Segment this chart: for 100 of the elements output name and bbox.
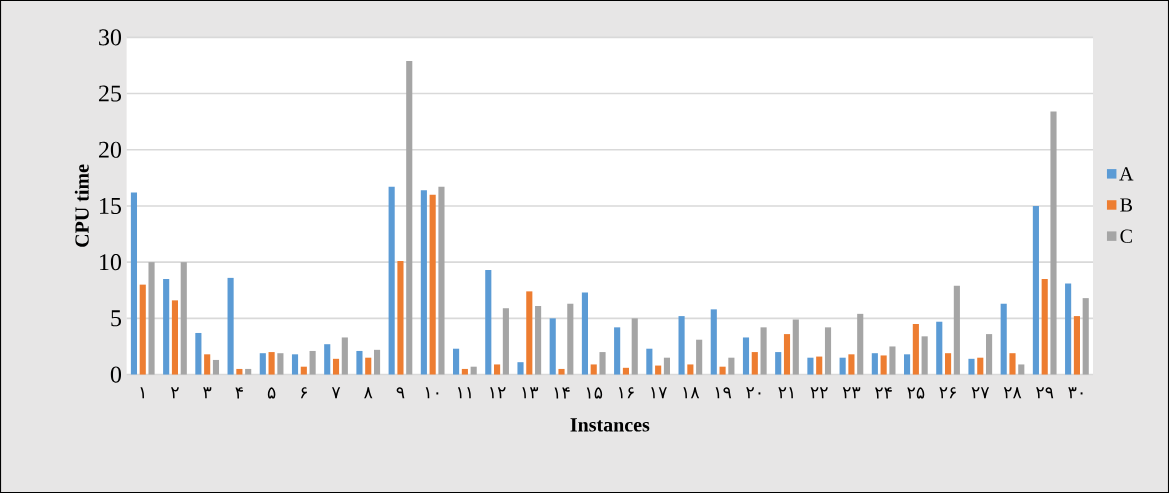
bar <box>227 277 234 375</box>
bar <box>388 186 395 375</box>
bar <box>268 351 275 375</box>
bar <box>880 355 887 375</box>
bar <box>775 351 782 375</box>
bar <box>502 308 509 375</box>
x-tick-label: ۲۳ <box>842 387 861 399</box>
bar <box>945 353 952 375</box>
x-tick-label: ۱۶ <box>619 387 634 399</box>
x-tick-label: ۹ <box>396 387 405 399</box>
bar <box>1041 278 1048 375</box>
bar <box>453 348 460 375</box>
bar <box>406 60 413 375</box>
bar <box>163 278 170 375</box>
x-tick-label: ۱۸ <box>683 387 700 399</box>
y-tick-label: 10 <box>100 253 122 271</box>
bar <box>710 309 717 375</box>
x-tick-label: ۲۸ <box>1003 387 1022 399</box>
bar <box>871 353 878 375</box>
bar <box>936 321 943 375</box>
bar <box>824 327 832 375</box>
bar <box>1009 353 1016 375</box>
x-tick-label: ۱۰ <box>425 387 439 399</box>
bar <box>139 284 146 375</box>
bar <box>816 356 823 375</box>
bar <box>130 192 138 375</box>
bar <box>291 354 299 375</box>
bar <box>581 292 588 375</box>
legend-label: A <box>1119 167 1134 181</box>
bar <box>728 357 735 375</box>
bar <box>438 186 445 375</box>
y-tick-label: 15 <box>100 197 121 214</box>
bar <box>590 364 597 375</box>
x-tick-label: ۲۶ <box>939 387 956 399</box>
x-axis-title: Instances <box>570 418 650 432</box>
bar <box>397 260 404 375</box>
bar <box>148 262 155 375</box>
bar <box>429 194 436 375</box>
bar <box>751 351 758 375</box>
x-tick-label: ۱۴ <box>554 387 570 399</box>
x-tick-label: ۱۵ <box>586 387 603 399</box>
x-tick-label: ۳ <box>203 387 212 399</box>
y-tick-label: 20 <box>98 141 122 158</box>
bar <box>332 358 340 375</box>
legend-label: B <box>1120 198 1132 212</box>
bar <box>783 334 791 375</box>
bar <box>986 334 993 375</box>
x-tick-label: ۲۹ <box>1036 387 1054 399</box>
bar <box>558 368 565 375</box>
bar <box>1082 298 1089 375</box>
bar <box>655 365 662 375</box>
bar <box>622 367 630 375</box>
bar <box>420 190 427 375</box>
bar <box>470 366 477 375</box>
bar <box>356 350 363 375</box>
x-tick-label: ۲۱ <box>778 387 793 399</box>
bar <box>1065 283 1072 375</box>
bar <box>807 357 814 375</box>
bar <box>195 332 202 375</box>
bar <box>309 350 316 375</box>
bar <box>977 357 984 375</box>
x-tick-label: ۲۴ <box>875 387 892 399</box>
bar <box>1018 364 1025 375</box>
bar <box>614 327 621 375</box>
bar <box>1032 205 1039 375</box>
x-tick-label: ۱۹ <box>715 387 732 399</box>
bar <box>953 285 960 375</box>
x-tick-label: ۵ <box>267 387 276 399</box>
bar <box>324 344 331 375</box>
bar <box>599 351 606 375</box>
y-axis-title: CPU time <box>74 164 89 247</box>
bar <box>365 357 372 375</box>
x-tick-label: ۶ <box>300 387 307 399</box>
x-tick-label: ۱۲ <box>490 387 506 399</box>
x-tick-label: ۱۱ <box>457 387 471 399</box>
x-tick-label: ۸ <box>364 387 373 399</box>
bar <box>236 368 243 375</box>
bar <box>517 362 524 375</box>
bar <box>1050 111 1057 375</box>
bar <box>848 354 855 375</box>
y-tick-label: 0 <box>110 366 122 383</box>
bar <box>889 346 896 375</box>
bar <box>678 316 685 375</box>
bar <box>341 337 348 375</box>
x-tick-label: ۳۰ <box>1068 387 1083 399</box>
bar <box>204 354 211 375</box>
bar <box>646 348 653 375</box>
bar <box>742 337 750 375</box>
bar <box>549 318 556 375</box>
y-tick-label: 25 <box>98 85 121 102</box>
x-tick-label: ۲۲ <box>810 387 828 399</box>
bar <box>567 303 574 375</box>
x-tick-label: ۱ <box>140 387 145 399</box>
bar <box>461 368 468 375</box>
bar <box>663 357 671 375</box>
bar <box>968 358 975 375</box>
bar <box>259 353 266 375</box>
x-tick-label: ۱۳ <box>522 387 539 399</box>
bar <box>921 336 928 375</box>
x-tick-label: ۷ <box>331 387 341 399</box>
